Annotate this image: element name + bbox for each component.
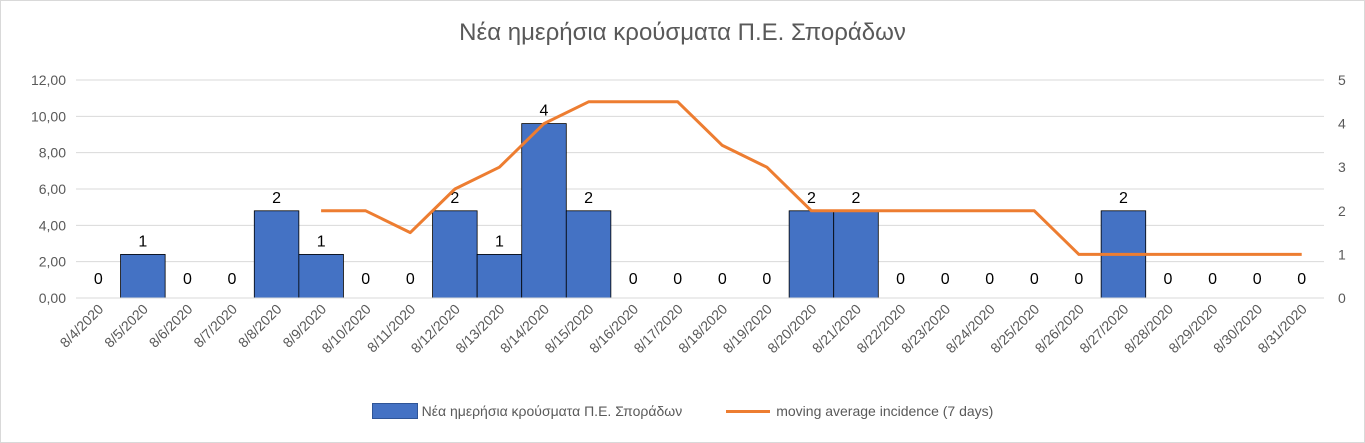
bar-data-label: 0 (762, 271, 771, 288)
bar-data-label: 0 (1253, 271, 1262, 288)
bar-data-label: 0 (1074, 271, 1083, 288)
bar (253, 210, 300, 299)
chart-plot: 0,00 2,00 4,00 6,00 8,00 10,00 12,00 0 1 2 3 4 5 0 1 0 0… (31, 72, 1346, 357)
bar (476, 253, 523, 299)
bar-data-label: 0 (228, 271, 237, 288)
bar-data-label: 2 (1119, 190, 1128, 207)
y-left-tick-label: 2,00 (39, 254, 66, 270)
y-right-tick-label: 3 (1338, 159, 1346, 175)
bar-data-label: 0 (896, 271, 905, 288)
chart-legend: Νέα ημερήσια κρούσματα Π.Ε. Σποράδων mov… (1, 403, 1364, 419)
legend-item-line: moving average incidence (7 days) (726, 403, 993, 419)
bar-data-label: 0 (1030, 271, 1039, 288)
bar-data-label: 0 (94, 271, 103, 288)
legend-swatch-bars (371, 403, 418, 419)
legend-item-bars: Νέα ημερήσια κρούσματα Π.Ε. Σποράδων (371, 403, 683, 419)
legend-label-bars: Νέα ημερήσια κρούσματα Π.Ε. Σποράδων (421, 403, 683, 419)
bar (788, 210, 835, 299)
bar-data-label: 2 (584, 190, 593, 207)
y-right-tick-label: 4 (1338, 116, 1346, 132)
y-left-tick-label: 0,00 (39, 290, 66, 306)
bar-data-label: 0 (1164, 271, 1173, 288)
bar-data-label: 0 (985, 271, 994, 288)
bar (432, 210, 478, 299)
x-tick-label: 8/5/2020 (101, 301, 151, 351)
bar-data-label: 0 (673, 271, 682, 288)
y-right-tick-label: 2 (1338, 203, 1346, 219)
x-tick-label: 8/31/2020 (1254, 301, 1310, 357)
bar-data-label: 0 (718, 271, 727, 288)
x-tick-label: 8/6/2020 (146, 301, 196, 351)
moving-average-line (321, 100, 1302, 256)
x-tick-label: 8/4/2020 (57, 301, 107, 351)
bar (521, 123, 567, 299)
y-left-tick-label: 4,00 (39, 217, 66, 233)
y-left-tick-label: 12,00 (31, 72, 66, 88)
bar-data-label: 1 (495, 233, 504, 250)
legend-label-line: moving average incidence (7 days) (776, 403, 994, 419)
bar-data-label: 1 (317, 233, 326, 250)
bar (298, 253, 344, 299)
x-tick-label: 8/10/2020 (318, 301, 374, 357)
bar-data-label: 2 (450, 190, 459, 207)
chart-title: Νέα ημερήσια κρούσματα Π.Ε. Σποράδων (459, 19, 906, 46)
y-left-tick-label: 10,00 (31, 108, 66, 124)
bar-data-label: 0 (183, 271, 192, 288)
y-right-tick-label: 5 (1338, 72, 1346, 88)
bar-data-label: 0 (361, 271, 370, 288)
bar-data-label: 0 (1208, 271, 1217, 288)
bar (120, 253, 166, 299)
x-tick-label: 8/8/2020 (235, 301, 285, 351)
y-right-tick-label: 1 (1338, 246, 1346, 262)
bar-data-label: 2 (807, 190, 816, 207)
bar (565, 210, 612, 299)
y-left-tick-label: 8,00 (39, 145, 66, 161)
legend-swatch-line (726, 409, 771, 413)
bar-data-label: 0 (629, 271, 638, 288)
bar-data-label: 1 (138, 233, 147, 250)
bar-data-label: 4 (540, 103, 549, 120)
bar-data-label: 0 (941, 271, 950, 288)
bar-data-label: 0 (1297, 271, 1306, 288)
bar-data-label: 2 (272, 190, 281, 207)
bar-data-label: 2 (852, 190, 861, 207)
y-right-tick-label: 0 (1338, 290, 1346, 306)
y-left-tick-label: 6,00 (39, 181, 66, 197)
x-tick-label: 8/7/2020 (190, 301, 240, 351)
bar (833, 210, 879, 299)
bar-data-label: 0 (406, 271, 415, 288)
